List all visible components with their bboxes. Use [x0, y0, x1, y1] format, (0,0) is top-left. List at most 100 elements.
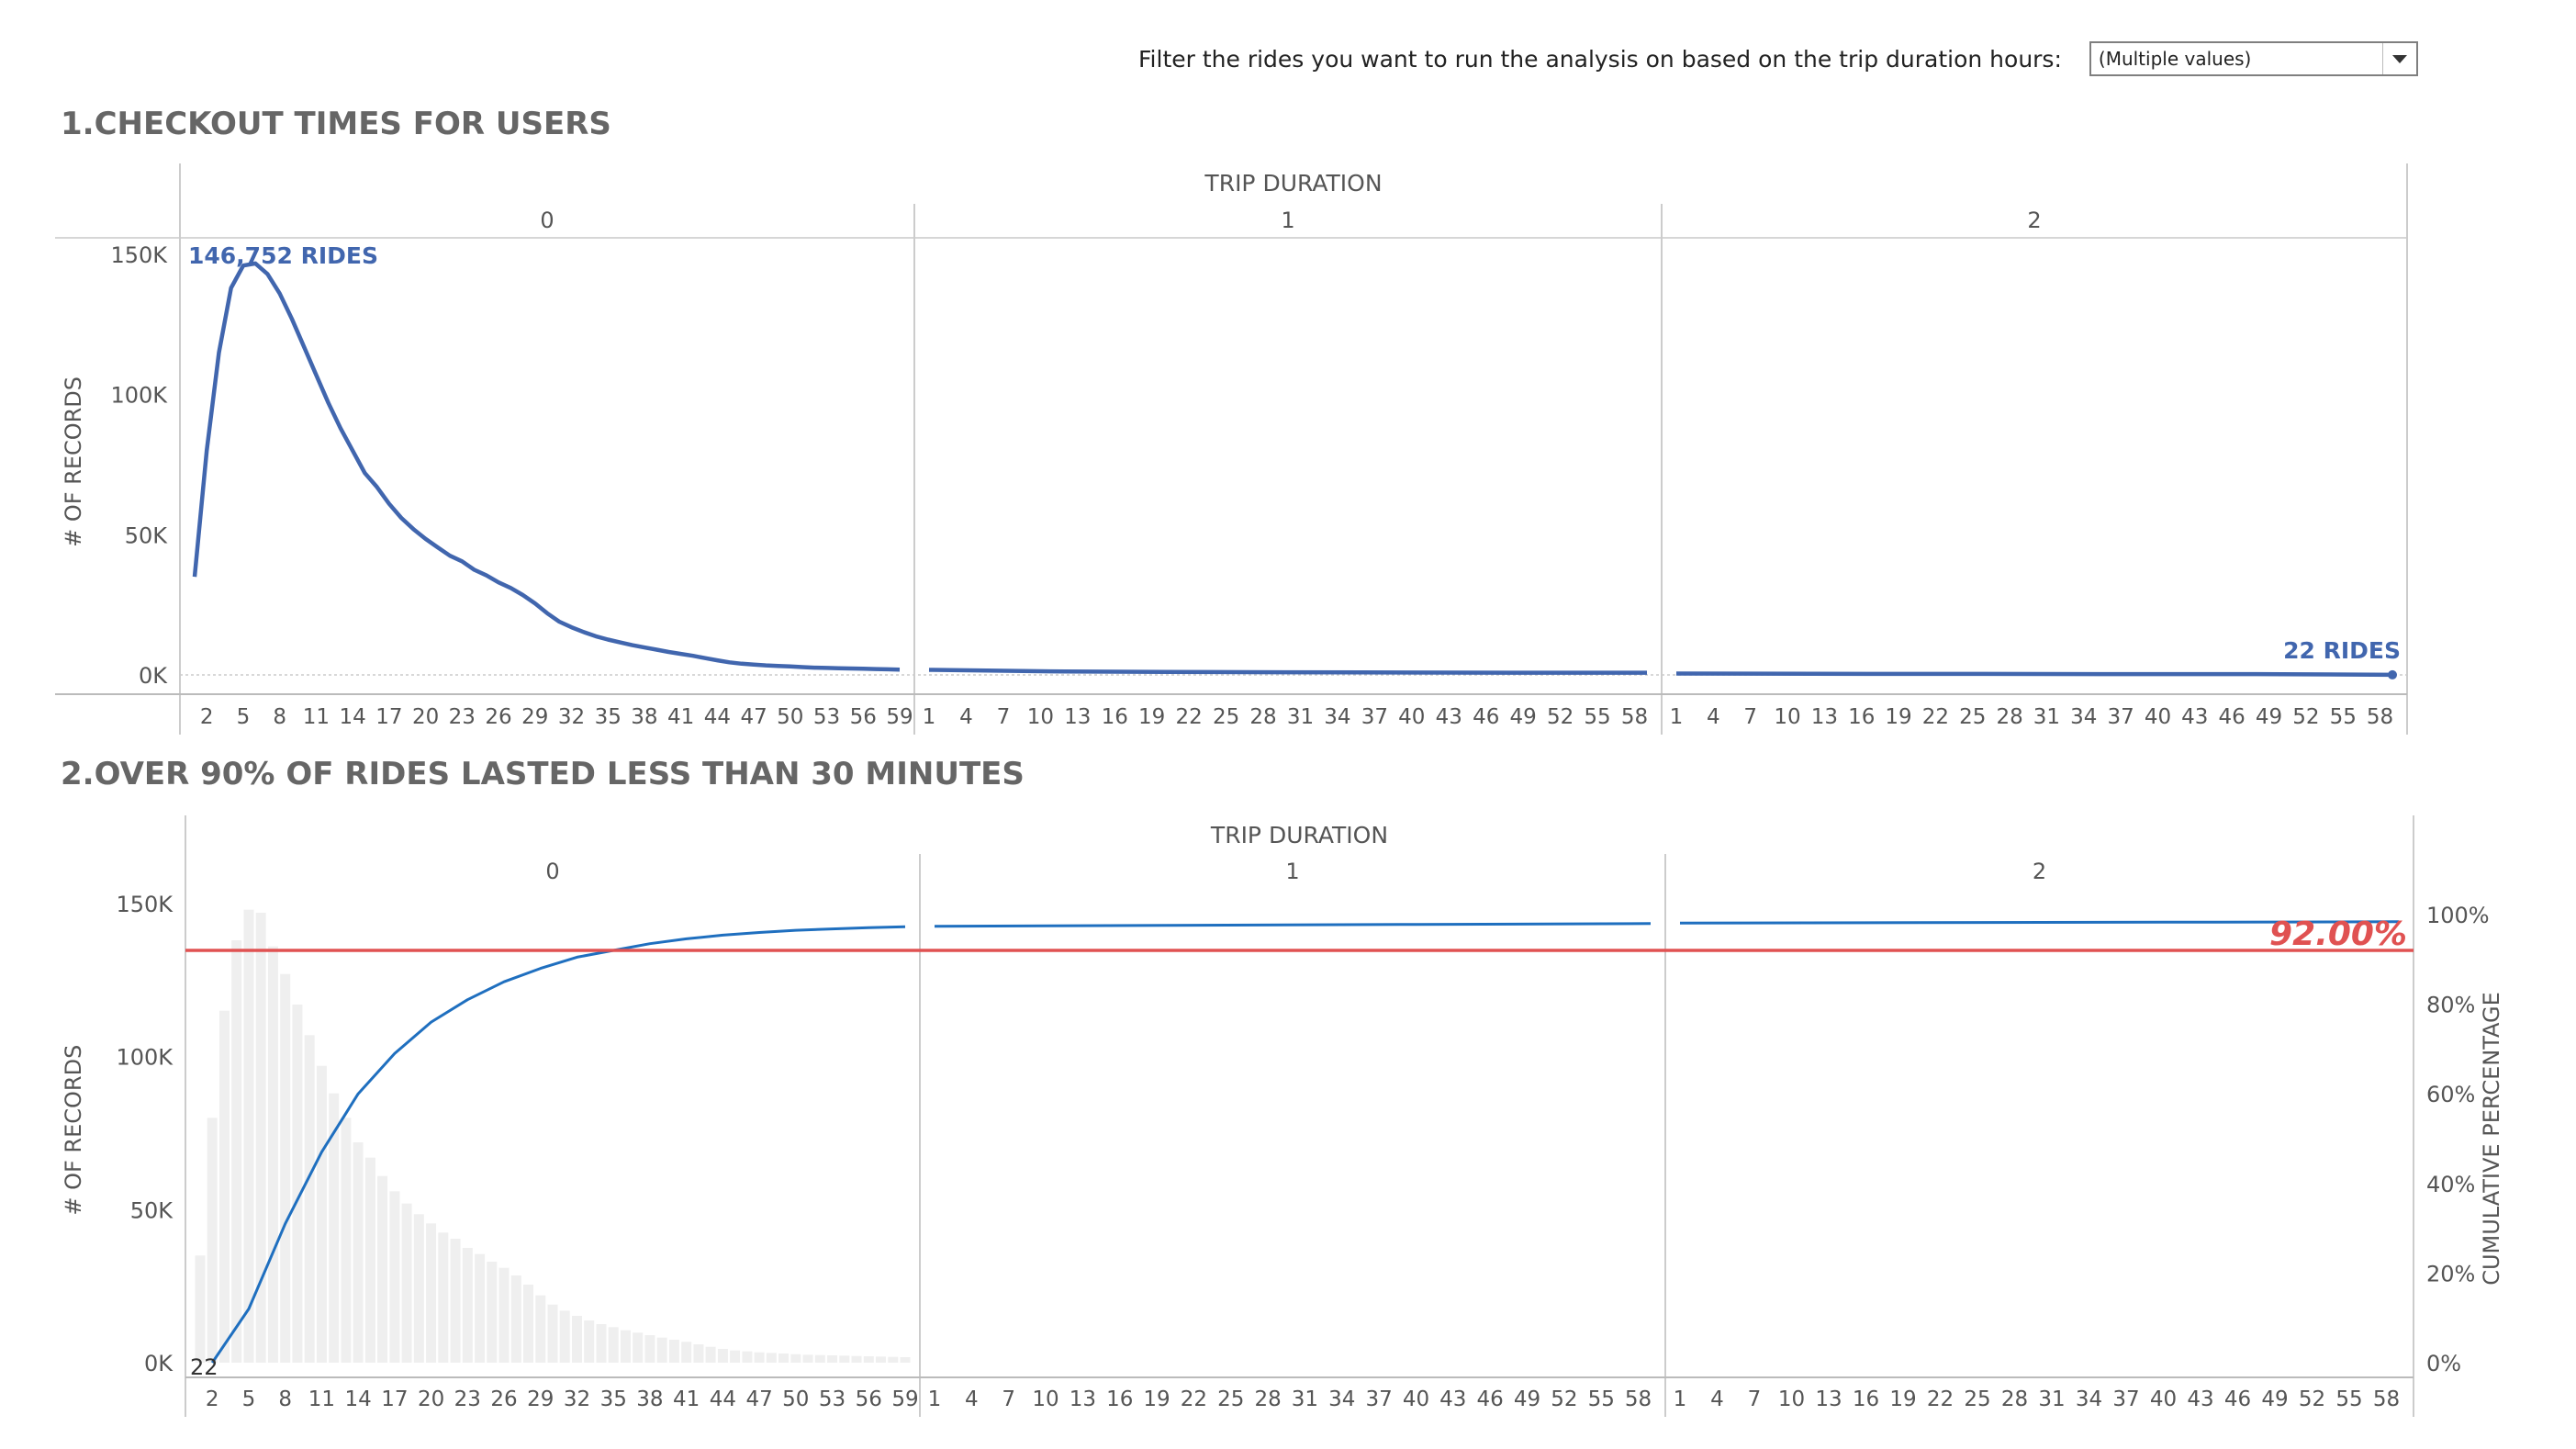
- x-tick-label: 1: [1670, 705, 1684, 729]
- histogram-bar: [487, 1262, 498, 1363]
- x-tick-label: 50: [782, 1387, 809, 1411]
- x-tick-label: 53: [813, 705, 840, 729]
- x-tick-label: 55: [1584, 705, 1610, 729]
- histogram-bar: [389, 1191, 400, 1363]
- x-tick-label: 22: [1927, 1387, 1954, 1411]
- histogram-bar: [863, 1356, 874, 1363]
- x-tick-label: 2: [200, 705, 214, 729]
- histogram-bar: [681, 1342, 692, 1363]
- x-tick-label: 22: [1181, 1387, 1207, 1411]
- section-title-rides-under-30: 2.OVER 90% OF RIDES LASTED LESS THAN 30 …: [61, 756, 1025, 792]
- column-header-trip-duration: TRIP DURATION: [1210, 822, 1388, 848]
- x-tick-label: 4: [965, 1387, 979, 1411]
- x-tick-label: 14: [339, 705, 365, 729]
- y-right-axis-title: CUMULATIVE PERCENTAGE: [2479, 992, 2504, 1286]
- y-tick-label: 100K: [110, 383, 168, 409]
- histogram-bar: [329, 1093, 340, 1363]
- x-tick-label: 49: [1514, 1387, 1540, 1411]
- x-tick-label: 13: [1811, 705, 1838, 729]
- x-tick-label: 32: [564, 1387, 590, 1411]
- x-tick-label: 22: [1175, 705, 1202, 729]
- x-tick-label: 44: [704, 705, 731, 729]
- x-tick-label: 7: [1002, 1387, 1015, 1411]
- dropdown-arrow-button[interactable]: [2381, 43, 2416, 74]
- x-tick-label: 22: [1922, 705, 1949, 729]
- x-tick-label: 4: [959, 705, 973, 729]
- histogram-bar: [498, 1267, 510, 1363]
- data-point-last: [2388, 669, 2397, 680]
- histogram-bar: [401, 1203, 412, 1363]
- x-tick-label: 29: [527, 1387, 554, 1411]
- x-tick-label: 23: [454, 1387, 481, 1411]
- x-tick-label: 37: [1361, 705, 1388, 729]
- x-tick-label: 13: [1815, 1387, 1842, 1411]
- histogram-bar: [584, 1320, 595, 1363]
- histogram-bar: [292, 1005, 303, 1363]
- series-line-hour-2: [1675, 671, 2393, 678]
- x-tick-label: 58: [1621, 705, 1648, 729]
- x-tick-label: 17: [375, 705, 402, 729]
- histogram-bar: [742, 1351, 753, 1363]
- x-tick-label: 1: [1674, 1387, 1687, 1411]
- annotation-last-rides: 22 RIDES: [2283, 637, 2401, 664]
- histogram-bar: [243, 909, 254, 1363]
- histogram-bar: [900, 1357, 911, 1363]
- histogram-bar: [462, 1248, 473, 1363]
- x-tick-label: 40: [1403, 1387, 1429, 1411]
- panel-label-hour-0: 0: [540, 208, 554, 233]
- x-tick-label: 19: [1143, 1387, 1170, 1411]
- x-tick-label: 13: [1070, 1387, 1096, 1411]
- x-tick-label: 4: [1707, 705, 1720, 729]
- annotation-first-value: 22: [190, 1354, 218, 1380]
- x-tick-label: 47: [740, 705, 767, 729]
- series-line-hour-1: [928, 668, 1647, 675]
- x-tick-label: 55: [2330, 705, 2357, 729]
- column-header-trip-duration: TRIP DURATION: [1204, 170, 1382, 197]
- y-tick-label: 0K: [144, 1351, 174, 1376]
- x-tick-label: 31: [2033, 705, 2060, 729]
- histogram-bar: [730, 1350, 741, 1363]
- x-tick-label: 16: [1848, 705, 1875, 729]
- x-tick-label: 7: [1748, 1387, 1762, 1411]
- y-tick-label: 150K: [116, 892, 174, 917]
- histogram-bar: [195, 1255, 206, 1363]
- x-tick-label: 37: [1365, 1387, 1392, 1411]
- x-tick-label: 38: [636, 1387, 663, 1411]
- y-tick-label: 50K: [125, 522, 169, 548]
- x-tick-label: 35: [600, 1387, 627, 1411]
- histogram-bar: [754, 1352, 765, 1363]
- y-tick-label: 150K: [110, 242, 168, 268]
- histogram-bar: [620, 1330, 631, 1363]
- y-right-tick-label: 60%: [2426, 1082, 2475, 1107]
- x-tick-label: 37: [2107, 705, 2134, 729]
- x-tick-label: 31: [2038, 1387, 2065, 1411]
- x-tick-label: 14: [344, 1387, 371, 1411]
- x-tick-label: 25: [1964, 1387, 1990, 1411]
- x-tick-label: 29: [521, 705, 548, 729]
- x-tick-label: 1: [923, 705, 936, 729]
- x-tick-label: 28: [1249, 705, 1276, 729]
- histogram-bar: [633, 1332, 644, 1363]
- histogram-bar: [851, 1355, 862, 1363]
- histogram-bar: [450, 1239, 461, 1363]
- section-title-checkout-times: 1.CHECKOUT TIMES FOR USERS: [61, 106, 611, 142]
- x-tick-label: 59: [886, 705, 913, 729]
- x-tick-label: 19: [1138, 705, 1165, 729]
- x-tick-label: 41: [667, 705, 694, 729]
- x-tick-label: 2: [206, 1387, 219, 1411]
- trip-duration-filter-dropdown[interactable]: (Multiple values): [2089, 41, 2418, 76]
- histogram-bar: [426, 1223, 437, 1363]
- panel-label-hour-2: 2: [2027, 208, 2041, 233]
- x-tick-label: 55: [2335, 1387, 2362, 1411]
- histogram-bar: [644, 1335, 655, 1363]
- histogram-bar: [364, 1157, 375, 1363]
- x-tick-label: 7: [997, 705, 1011, 729]
- panel-label-hour-1: 1: [1281, 208, 1294, 233]
- histogram-bar: [231, 940, 242, 1363]
- cumulative-line-hour-2: [1679, 920, 2400, 925]
- x-tick-label: 7: [1743, 705, 1757, 729]
- x-tick-label: 50: [777, 705, 803, 729]
- y-tick-label: 100K: [116, 1045, 174, 1071]
- x-tick-label: 13: [1064, 705, 1091, 729]
